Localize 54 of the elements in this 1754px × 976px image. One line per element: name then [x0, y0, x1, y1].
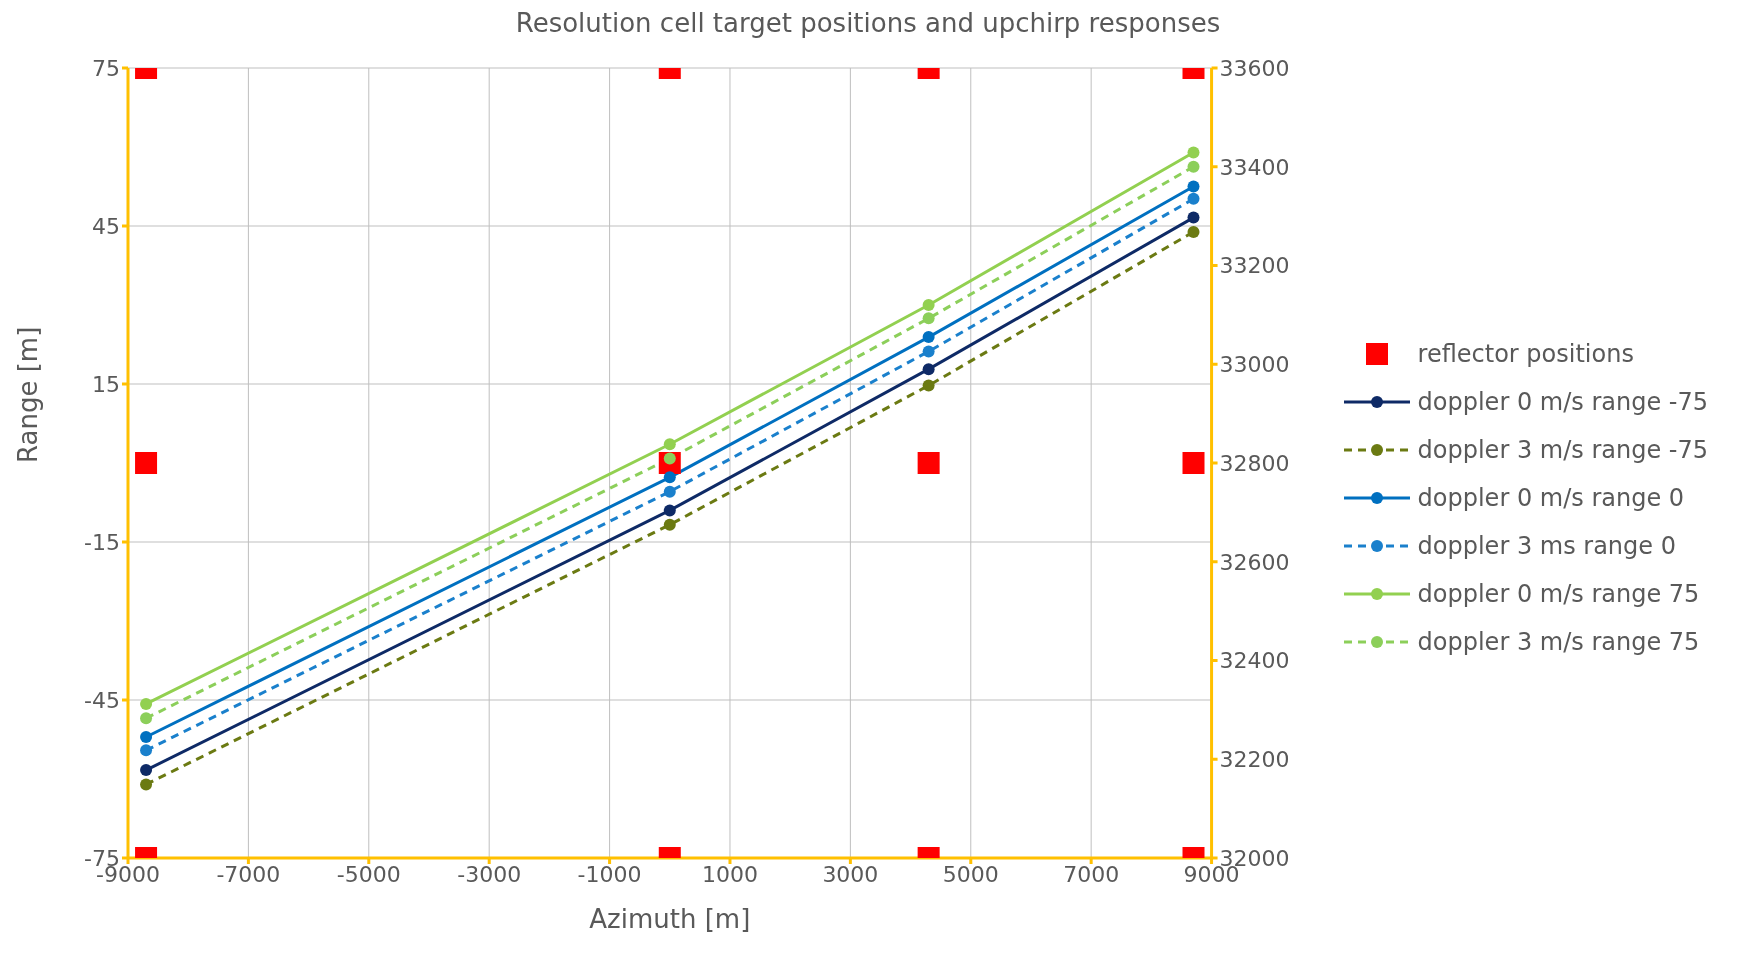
chart-title: Resolution cell target positions and upchirp responses	[514, 8, 1222, 40]
y-axis-title: Range [m]	[13, 326, 44, 463]
point	[1187, 160, 1200, 173]
legend-label: doppler 0 m/s range 0	[1417, 483, 1685, 514]
legend-label: doppler 0 m/s range 75	[1417, 579, 1700, 610]
x-tick-label: 5000	[942, 861, 999, 887]
point	[663, 485, 676, 498]
legend-label: doppler 0 m/s range -75	[1417, 387, 1708, 418]
y2-tick-label: 33200	[1219, 253, 1290, 279]
point	[922, 331, 935, 344]
x-axis-title: Azimuth [m]	[589, 904, 751, 934]
point	[663, 504, 676, 517]
y-tick-label: 45	[92, 213, 120, 239]
point	[140, 744, 153, 757]
x-tick-label: 1000	[701, 861, 758, 887]
y2-tick-label: 33600	[1219, 55, 1290, 81]
y2-tick-label: 33000	[1219, 352, 1290, 378]
point	[1187, 192, 1200, 205]
point	[140, 731, 153, 744]
legend-label: reflector positions	[1417, 339, 1634, 370]
point	[922, 379, 935, 392]
x-tick-label: -5000	[336, 861, 401, 887]
x-tick-label: 3000	[822, 861, 879, 887]
x-tick-label: 7000	[1063, 861, 1120, 887]
y2-tick-label: 33400	[1219, 154, 1290, 180]
y-tick-label: 75	[92, 55, 120, 81]
legend-label: doppler 3 m/s range -75	[1417, 435, 1708, 466]
point	[663, 438, 676, 451]
y2-tick-label: 32400	[1219, 648, 1290, 674]
legend-label: doppler 3 ms range 0	[1417, 531, 1676, 562]
y2-tick-label: 32600	[1219, 549, 1290, 575]
y-tick-label: 15	[92, 371, 120, 397]
point	[922, 345, 935, 358]
point	[140, 764, 153, 777]
y2-tick-label: 32800	[1219, 450, 1290, 476]
y-tick-label: -15	[84, 529, 120, 555]
point	[140, 712, 153, 725]
point	[1187, 180, 1200, 193]
point	[922, 299, 935, 311]
legend-label: doppler 3 m/s range 75	[1417, 627, 1700, 658]
y2-tick-label: 32200	[1219, 747, 1290, 773]
point	[663, 518, 676, 531]
point	[1187, 225, 1200, 238]
point	[140, 697, 153, 710]
x-tick-label: -1000	[577, 861, 642, 887]
point	[1187, 211, 1200, 224]
point	[663, 471, 676, 484]
point	[922, 312, 935, 325]
y-tick-label: -45	[84, 687, 120, 713]
point	[140, 778, 153, 791]
point	[1187, 146, 1200, 159]
x-tick-label: -3000	[457, 861, 522, 887]
x-tick-label: -7000	[216, 861, 281, 887]
point	[922, 363, 935, 376]
